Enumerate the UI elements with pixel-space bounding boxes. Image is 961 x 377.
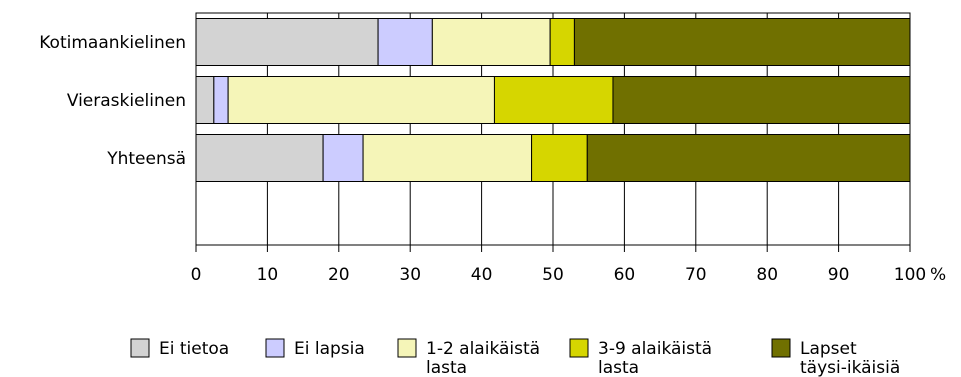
x-tick-label: 60: [614, 265, 636, 285]
legend-label: Ei tietoa: [159, 339, 229, 359]
category-label: Yhteensä: [106, 149, 186, 169]
x-tick-label: 20: [328, 265, 350, 285]
category-label: Kotimaankielinen: [39, 33, 186, 53]
bar-segment: [322, 134, 364, 182]
legend-label: Lapset täysi-ikäisiä: [800, 339, 900, 377]
x-axis-unit: %: [930, 265, 946, 285]
bar-segment: [612, 76, 911, 124]
legend-swatch: [397, 338, 417, 358]
bar-segment: [549, 18, 575, 66]
x-tick-label: 0: [191, 265, 202, 285]
bar-segment: [362, 134, 533, 182]
x-tick-label: 40: [471, 265, 493, 285]
bar-segment: [586, 134, 911, 182]
x-tick-label: 90: [828, 265, 850, 285]
x-tick-label: 10: [257, 265, 279, 285]
x-tick-label: 100: [894, 265, 926, 285]
category-label: Vieraskielinen: [67, 91, 186, 111]
legend-label: 1-2 alaikäistä lasta: [426, 339, 540, 377]
bar-segment: [573, 18, 911, 66]
bar-segment: [493, 76, 614, 124]
legend-swatch: [569, 338, 589, 358]
legend-label: Ei lapsia: [294, 339, 365, 359]
bar-segment: [531, 134, 588, 182]
x-tick-label: 30: [399, 265, 421, 285]
bar-segment: [431, 18, 551, 66]
x-tick-label: 50: [542, 265, 564, 285]
legend-label: 3-9 alaikäistä lasta: [598, 339, 712, 377]
x-tick-label: 70: [685, 265, 707, 285]
bar-segment: [195, 18, 379, 66]
x-tick-label: 80: [756, 265, 778, 285]
legend-swatch: [130, 338, 150, 358]
bar-segment: [195, 76, 215, 124]
bar-segment: [377, 18, 433, 66]
bar-segment: [227, 76, 495, 124]
bar-segment: [195, 134, 324, 182]
bar-segment: [213, 76, 229, 124]
legend-swatch: [265, 338, 285, 358]
legend-swatch: [771, 338, 791, 358]
